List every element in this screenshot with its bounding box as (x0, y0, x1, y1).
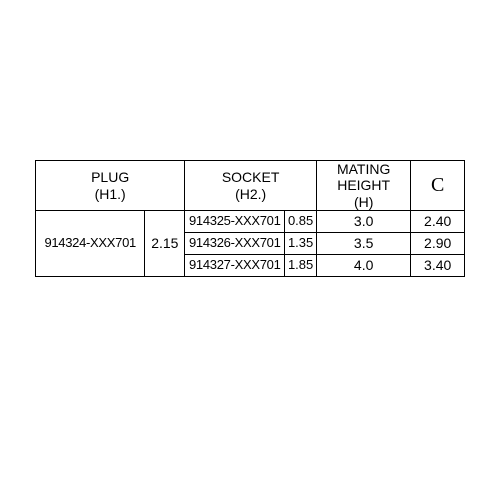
plug-part-cell: 914324-XXX701 (36, 211, 145, 277)
socket-h2-cell: 0.85 (285, 211, 317, 233)
c-cell: 2.40 (411, 211, 465, 233)
table-row: 914324-XXX701 2.15 914325-XXX701 0.85 3.… (36, 211, 465, 233)
header-socket: SOCKET (H2.) (185, 161, 317, 211)
header-mating: MATING HEIGHT (H) (316, 161, 410, 211)
socket-part-cell: 914325-XXX701 (185, 211, 285, 233)
header-mating-sub: (H) (317, 194, 410, 210)
c-cell: 2.90 (411, 233, 465, 255)
socket-h2-cell: 1.35 (285, 233, 317, 255)
mating-cell: 3.0 (316, 211, 410, 233)
socket-part-cell: 914327-XXX701 (185, 255, 285, 277)
header-c: C (411, 161, 465, 211)
header-socket-sub: (H2.) (185, 186, 316, 202)
header-c-label: C (431, 174, 444, 196)
c-cell: 3.40 (411, 255, 465, 277)
spec-table-container: PLUG (H1.) SOCKET (H2.) MATING HEIGHT (H… (35, 160, 465, 277)
header-socket-label: SOCKET (185, 169, 316, 185)
plug-h1-cell: 2.15 (145, 211, 185, 277)
mating-cell: 3.5 (316, 233, 410, 255)
spec-table: PLUG (H1.) SOCKET (H2.) MATING HEIGHT (H… (35, 160, 465, 277)
mating-cell: 4.0 (316, 255, 410, 277)
table-header-row: PLUG (H1.) SOCKET (H2.) MATING HEIGHT (H… (36, 161, 465, 211)
header-mating-label: MATING HEIGHT (317, 161, 410, 193)
socket-part-cell: 914326-XXX701 (185, 233, 285, 255)
header-plug-label: PLUG (36, 169, 184, 185)
socket-h2-cell: 1.85 (285, 255, 317, 277)
header-plug-sub: (H1.) (36, 186, 184, 202)
header-plug: PLUG (H1.) (36, 161, 185, 211)
